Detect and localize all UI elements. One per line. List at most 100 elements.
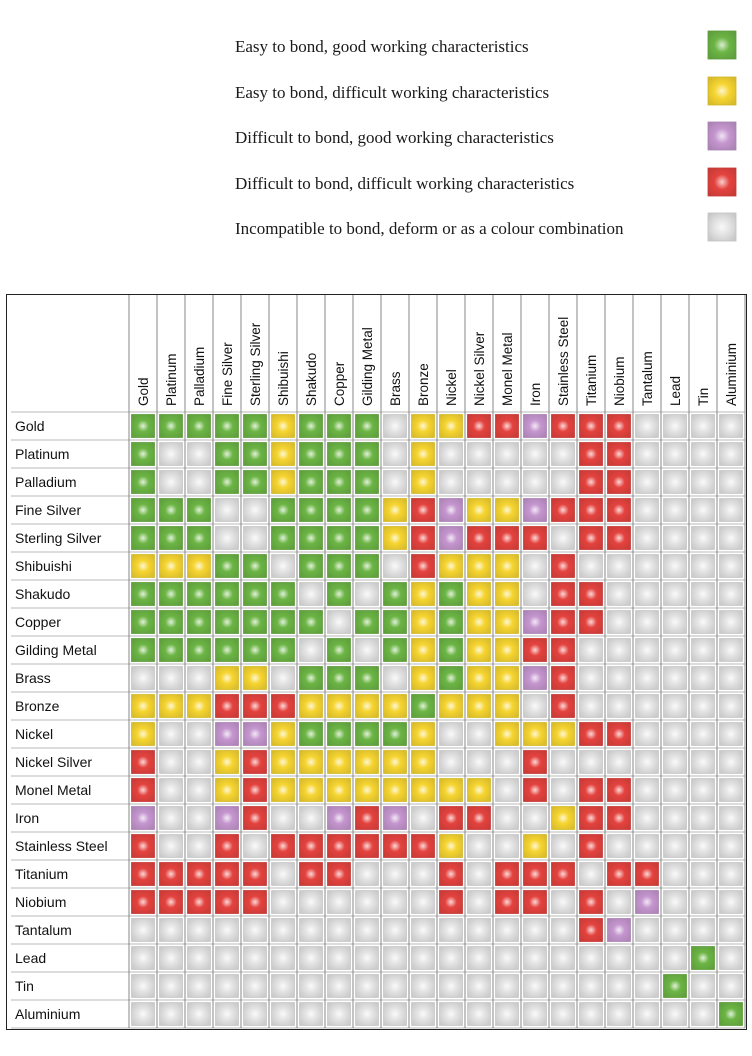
- matrix-cell: [523, 498, 547, 522]
- column-label: Platinum: [164, 353, 179, 406]
- matrix-cell: [579, 778, 603, 802]
- matrix-cell: [579, 890, 603, 914]
- matrix-cell: [551, 778, 575, 802]
- matrix-cell: [523, 414, 547, 438]
- legend-swatch: [707, 30, 737, 60]
- matrix-cell: [663, 666, 687, 690]
- matrix-cell: [383, 946, 407, 970]
- matrix-cell: [635, 610, 659, 634]
- matrix-cell: [131, 414, 155, 438]
- matrix-cell: [691, 554, 715, 578]
- matrix-cell: [187, 834, 211, 858]
- matrix-cell: [663, 442, 687, 466]
- matrix-cell: [691, 974, 715, 998]
- matrix-cell: [215, 750, 239, 774]
- matrix-cell: [355, 638, 379, 662]
- matrix-cell: [607, 694, 631, 718]
- matrix-cell: [691, 470, 715, 494]
- matrix-cell: [719, 918, 743, 942]
- matrix-cell: [719, 638, 743, 662]
- matrix-cell: [467, 414, 491, 438]
- matrix-cell: [299, 778, 323, 802]
- matrix-cell: [243, 1002, 267, 1026]
- matrix-cell: [215, 610, 239, 634]
- matrix-cell: [271, 778, 295, 802]
- matrix-cell: [327, 834, 351, 858]
- column-label: Shakudo: [304, 353, 319, 406]
- matrix-cell: [411, 1002, 435, 1026]
- column-label: Tantalum: [640, 351, 655, 406]
- matrix-cell: [271, 974, 295, 998]
- matrix-cell: [579, 554, 603, 578]
- matrix-cell: [523, 694, 547, 718]
- row-label: Stainless Steel: [15, 838, 108, 854]
- matrix-cell: [523, 442, 547, 466]
- matrix-cell: [299, 862, 323, 886]
- matrix-cell: [439, 806, 463, 830]
- matrix-cell: [691, 498, 715, 522]
- legend-label: Difficult to bond, difficult working cha…: [235, 173, 575, 193]
- matrix-cell: [495, 722, 519, 746]
- matrix-cell: [355, 974, 379, 998]
- matrix-cell: [467, 638, 491, 662]
- matrix-cell: [439, 610, 463, 634]
- matrix-cell: [635, 834, 659, 858]
- matrix-cell: [355, 750, 379, 774]
- matrix-cell: [579, 1002, 603, 1026]
- matrix-cell: [523, 1002, 547, 1026]
- column-label: Palladium: [192, 347, 207, 406]
- matrix-cell: [187, 582, 211, 606]
- matrix-cell: [215, 946, 239, 970]
- matrix-cell: [383, 414, 407, 438]
- matrix-cell: [663, 1002, 687, 1026]
- matrix-cell: [495, 498, 519, 522]
- row-label: Brass: [15, 670, 51, 686]
- matrix-cell: [131, 750, 155, 774]
- matrix-cell: [607, 722, 631, 746]
- legend: Easy to bond, good working characteristi…: [0, 0, 752, 260]
- matrix-cell: [691, 834, 715, 858]
- row-label: Gold: [15, 418, 45, 434]
- matrix-cell: [187, 862, 211, 886]
- matrix-cell: [551, 1002, 575, 1026]
- matrix-cell: [299, 750, 323, 774]
- matrix-cell: [243, 638, 267, 662]
- matrix-cell: [663, 610, 687, 634]
- matrix-cell: [327, 778, 351, 802]
- matrix-cell: [215, 974, 239, 998]
- matrix-cell: [131, 806, 155, 830]
- matrix-cell: [355, 890, 379, 914]
- legend-swatch: [707, 167, 737, 196]
- matrix-cell: [271, 414, 295, 438]
- matrix-cell: [271, 498, 295, 522]
- matrix-cell: [159, 806, 183, 830]
- matrix-cell: [551, 526, 575, 550]
- matrix-cell: [495, 638, 519, 662]
- matrix-cell: [551, 414, 575, 438]
- matrix-cell: [439, 722, 463, 746]
- matrix-cell: [243, 694, 267, 718]
- row-label: Palladium: [15, 474, 76, 490]
- matrix-cell: [495, 582, 519, 606]
- matrix-cell: [159, 778, 183, 802]
- matrix-cell: [635, 470, 659, 494]
- row-label: Nickel: [15, 726, 53, 742]
- matrix-cell: [719, 666, 743, 690]
- matrix-cell: [159, 834, 183, 858]
- matrix-cell: [691, 526, 715, 550]
- matrix-cell: [495, 862, 519, 886]
- matrix-cell: [607, 750, 631, 774]
- column-label: Monel Metal: [500, 332, 515, 406]
- matrix-cell: [411, 442, 435, 466]
- matrix-cell: [663, 946, 687, 970]
- matrix-cell: [635, 946, 659, 970]
- matrix-cell: [663, 918, 687, 942]
- matrix-cell: [607, 890, 631, 914]
- matrix-cell: [663, 414, 687, 438]
- column-label: Nickel Silver: [472, 331, 487, 406]
- matrix-cell: [215, 638, 239, 662]
- matrix-cell: [607, 498, 631, 522]
- matrix-cell: [131, 918, 155, 942]
- matrix-cell: [663, 694, 687, 718]
- matrix-cell: [383, 806, 407, 830]
